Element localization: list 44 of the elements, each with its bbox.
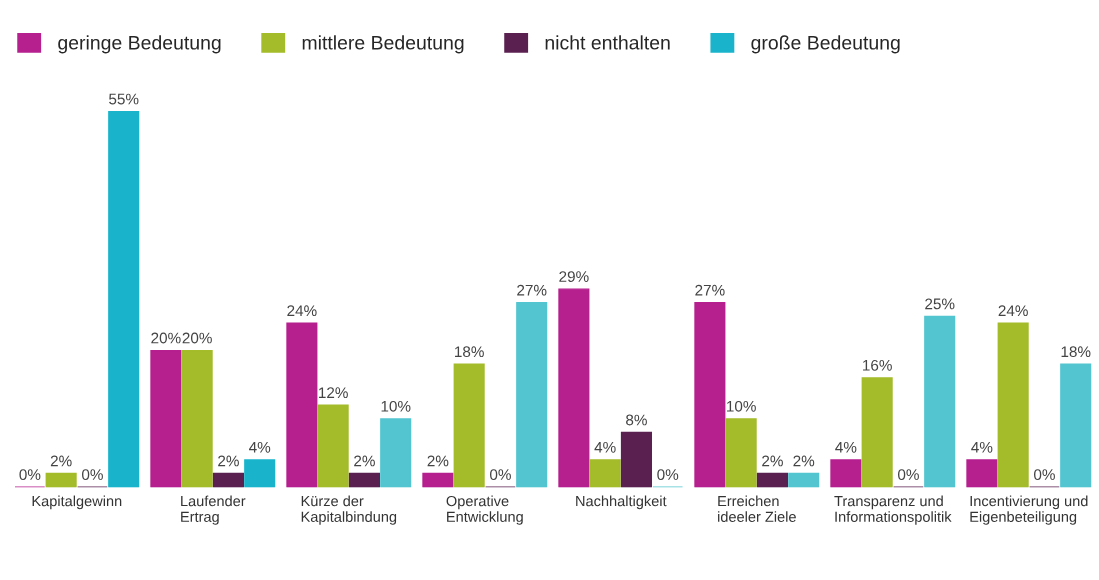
data-label: 8% <box>626 414 647 426</box>
data-label: 55% <box>109 93 139 105</box>
data-label: 29% <box>559 271 589 282</box>
legend-label: große Bedeutung <box>751 35 900 54</box>
data-label: 2% <box>427 455 449 467</box>
data-label: 20% <box>182 332 212 344</box>
data-label: 2% <box>793 455 815 467</box>
legend-label: geringe Bedeutung <box>58 35 221 54</box>
legend-label: nicht enthalten <box>545 35 670 50</box>
data-label: 0% <box>19 469 41 481</box>
data-label: 0% <box>1034 469 1055 481</box>
data-label: 4% <box>249 441 271 453</box>
data-label: 0% <box>657 469 679 481</box>
data-label: 4% <box>835 441 857 453</box>
x-tick-label: Operative Entwicklung <box>446 495 523 525</box>
data-label: 2% <box>762 455 783 467</box>
data-label: 27% <box>517 284 547 296</box>
x-tick-label: Transparenz und Informationspolitik <box>834 495 952 525</box>
data-label: 27% <box>695 284 725 296</box>
data-label: 25% <box>925 298 955 310</box>
data-label: 18% <box>1061 346 1091 358</box>
data-label: 4% <box>594 441 616 453</box>
x-tick-label: Kürze der Kapitalbindung <box>301 495 397 525</box>
x-tick-label: Nachhaltigkeit <box>576 495 667 510</box>
data-label: 2% <box>50 455 72 467</box>
data-label: 10% <box>727 400 756 412</box>
data-label: 2% <box>354 455 375 467</box>
x-tick-label: Erreichen ideeler Ziele <box>718 495 796 522</box>
data-label: 10% <box>381 400 411 412</box>
x-tick-label: Incentivierung und Eigenbeteiligung <box>970 495 1088 525</box>
data-label: 4% <box>971 441 993 453</box>
legend-label: mittlere Bedeutung <box>302 35 464 54</box>
data-label: 24% <box>287 305 317 317</box>
data-label: 16% <box>863 359 892 371</box>
data-label: 18% <box>455 346 484 358</box>
data-label: 0% <box>81 469 103 481</box>
x-tick-label: Kapitalgewinn <box>32 495 122 510</box>
data-label: 24% <box>998 305 1028 317</box>
x-tick-label: Laufender Ertrag <box>181 495 246 525</box>
data-label: 0% <box>489 469 511 481</box>
data-label: 2% <box>218 455 239 467</box>
data-label: 12% <box>319 387 348 398</box>
data-label: 0% <box>898 469 919 481</box>
data-label: 20% <box>151 332 181 344</box>
